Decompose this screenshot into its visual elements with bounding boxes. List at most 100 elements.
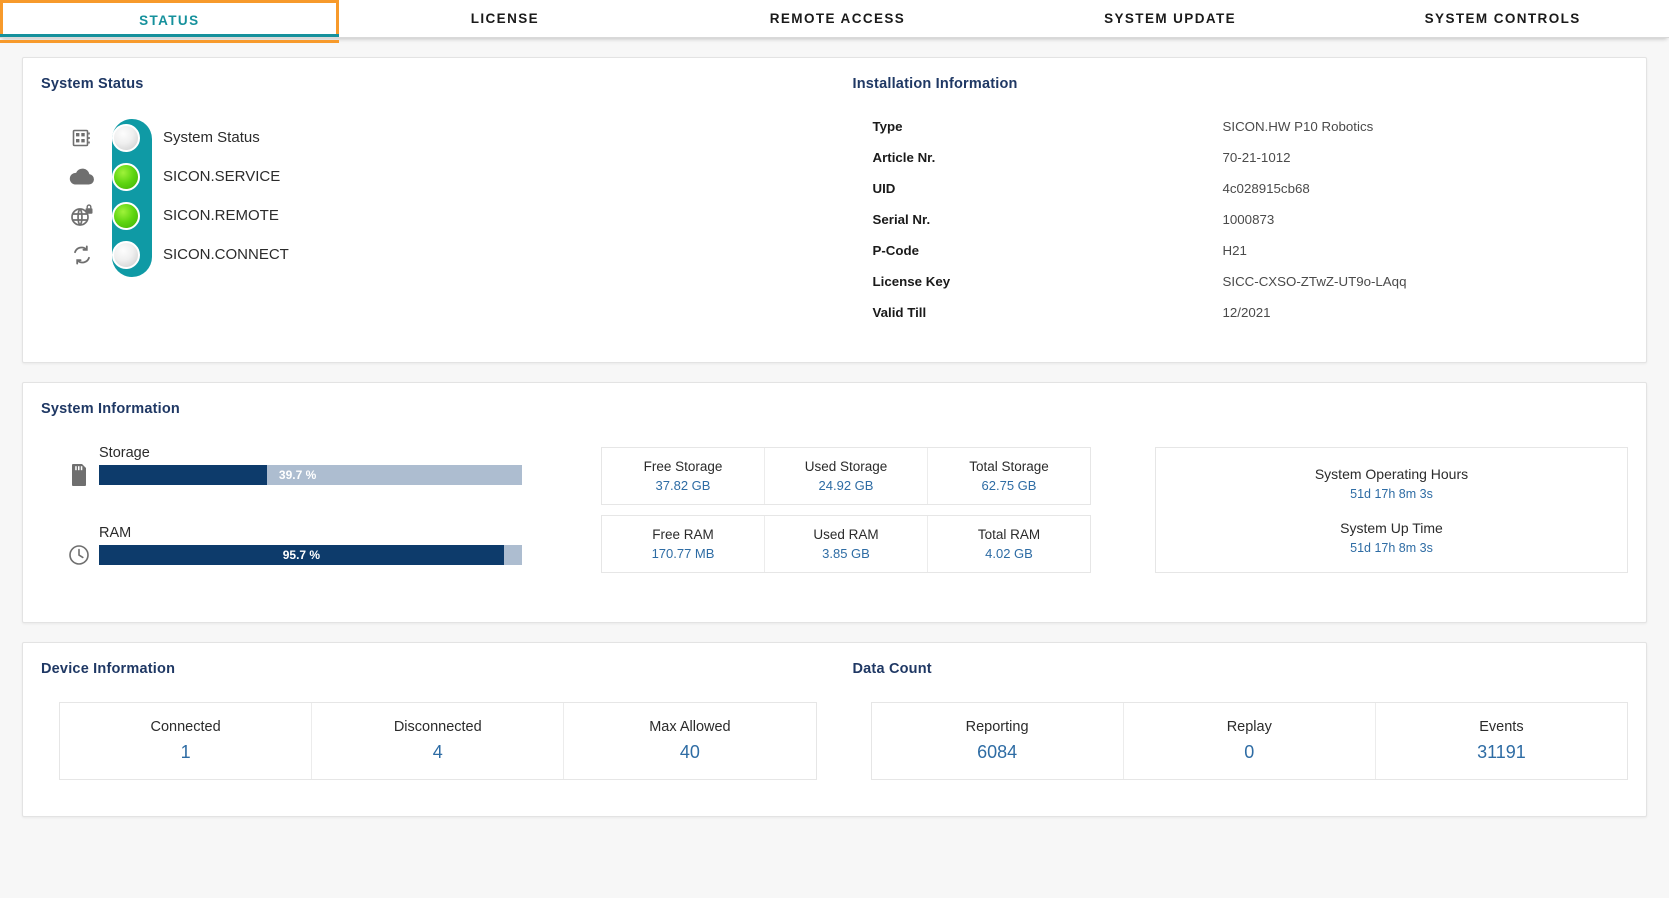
- data-cell-events: Events 31191: [1376, 703, 1627, 779]
- storage-stats-box: Free Storage 37.82 GB Used Storage 24.92…: [601, 447, 1091, 505]
- uptime-up-time-label: System Up Time: [1340, 519, 1443, 536]
- status-row-system-status: System Status: [59, 118, 835, 157]
- device-data-card: Device Information Connected 1 Disconnec…: [22, 642, 1647, 817]
- tab-system-update[interactable]: SYSTEM UPDATE: [1003, 0, 1337, 37]
- install-key-license-key: License Key: [872, 274, 951, 289]
- lamp-sicon-connect: [105, 240, 147, 269]
- data-cell-replay: Replay 0: [1124, 703, 1376, 779]
- data-count-panel: Data Count Reporting 6084 Replay 0 Event…: [835, 661, 1647, 816]
- storage-caption: Storage: [99, 445, 150, 461]
- data-reporting-label: Reporting: [965, 719, 1029, 735]
- install-row-serial-nr: Serial Nr. 1000873: [873, 212, 1647, 243]
- device-cell-max-allowed: Max Allowed 40: [564, 703, 815, 779]
- status-label-sicon-service: SICON.SERVICE: [163, 168, 281, 185]
- status-row-sicon-service: SICON.SERVICE: [59, 157, 835, 196]
- ram-caption: RAM: [99, 525, 132, 541]
- stat-total-ram-label: Total RAM: [977, 527, 1041, 542]
- install-value-serial-nr: 1000873: [1222, 212, 1275, 227]
- installation-information-panel: Installation Information Type SICON.HW P…: [835, 76, 1647, 362]
- device-connected-label: Connected: [150, 719, 221, 735]
- tab-system-controls-label: SYSTEM CONTROLS: [1424, 11, 1581, 26]
- data-replay-label: Replay: [1226, 719, 1272, 735]
- storage-ram-stats-column: Free Storage 37.82 GB Used Storage 24.92…: [601, 445, 1091, 605]
- chip-icon: [59, 121, 105, 155]
- status-label-sicon-connect: SICON.CONNECT: [163, 246, 289, 263]
- stat-free-storage: Free Storage 37.82 GB: [602, 448, 765, 504]
- page-content: System Status: [0, 57, 1669, 817]
- stat-total-storage-label: Total Storage: [969, 459, 1049, 474]
- status-installation-card: System Status: [22, 57, 1647, 363]
- usage-row-storage: Storage 39.7 %: [59, 445, 601, 497]
- install-key-uid: UID: [872, 181, 896, 196]
- install-key-valid-till: Valid Till: [872, 305, 927, 320]
- ram-progress-fill: [99, 545, 504, 565]
- installation-info-list: Type SICON.HW P10 Robotics Article Nr. 7…: [853, 119, 1647, 336]
- tab-active-underline: [0, 40, 339, 43]
- tab-remote-access[interactable]: REMOTE ACCESS: [671, 0, 1004, 37]
- install-value-article-nr: 70-21-1012: [1222, 150, 1291, 165]
- stat-total-ram-value: 4.02 GB: [985, 546, 1033, 561]
- system-status-panel: System Status: [23, 76, 835, 362]
- storage-bar-block: Storage 39.7 %: [99, 445, 601, 485]
- stat-free-storage-label: Free Storage: [643, 459, 723, 474]
- tab-system-update-label: SYSTEM UPDATE: [1104, 11, 1237, 26]
- install-row-p-code: P-Code H21: [873, 243, 1647, 274]
- ram-stats-box: Free RAM 170.77 MB Used RAM 3.85 GB Tota…: [601, 515, 1091, 573]
- device-cell-disconnected: Disconnected 4: [312, 703, 565, 779]
- install-value-valid-till: 12/2021: [1222, 305, 1271, 320]
- install-key-p-code: P-Code: [872, 243, 920, 258]
- uptime-operating-hours: System Operating Hours 51d 17h 8m 3s: [1315, 466, 1468, 501]
- main-tab-bar: STATUS LICENSE REMOTE ACCESS SYSTEM UPDA…: [0, 0, 1669, 43]
- install-row-type: Type SICON.HW P10 Robotics: [873, 119, 1647, 150]
- stat-free-ram-value: 170.77 MB: [651, 546, 715, 561]
- uptime-box: System Operating Hours 51d 17h 8m 3s Sys…: [1155, 447, 1628, 573]
- stat-free-ram: Free RAM 170.77 MB: [602, 516, 765, 572]
- install-value-uid: 4c028915cb68: [1222, 181, 1310, 196]
- tab-system-controls[interactable]: SYSTEM CONTROLS: [1336, 0, 1669, 37]
- uptime-operating-hours-value: 51d 17h 8m 3s: [1350, 486, 1433, 501]
- data-count-title: Data Count: [852, 661, 932, 677]
- install-row-uid: UID 4c028915cb68: [873, 181, 1647, 212]
- device-cell-connected: Connected 1: [60, 703, 313, 779]
- lamp-system-status: [105, 123, 147, 152]
- system-information-body: Storage 39.7 %: [41, 445, 1628, 605]
- tab-remote-access-label: REMOTE ACCESS: [769, 11, 906, 26]
- lamp-sicon-service: [105, 162, 147, 191]
- stat-used-storage-value: 24.92 GB: [818, 478, 874, 493]
- system-information-title: System Information: [41, 401, 180, 417]
- device-information-title: Device Information: [41, 661, 176, 677]
- tab-status-label: STATUS: [139, 12, 200, 28]
- install-key-serial-nr: Serial Nr.: [872, 212, 931, 227]
- tab-license-label: LICENSE: [470, 11, 540, 26]
- uptime-up-time-value: 51d 17h 8m 3s: [1350, 540, 1433, 555]
- stat-used-storage: Used Storage 24.92 GB: [765, 448, 928, 504]
- device-information-box: Connected 1 Disconnected 4 Max Allowed 4…: [59, 702, 817, 780]
- data-events-label: Events: [1479, 719, 1524, 735]
- install-value-p-code: H21: [1222, 243, 1247, 258]
- stat-used-ram-value: 3.85 GB: [822, 546, 870, 561]
- device-information-panel: Device Information Connected 1 Disconnec…: [23, 661, 835, 816]
- status-light-stack: System Status SICON.SERVICE: [41, 118, 835, 278]
- data-cell-reporting: Reporting 6084: [872, 703, 1124, 779]
- clock-icon: [59, 533, 99, 577]
- install-row-license-key: License Key SICC-CXSO-ZTwZ-UT9o-LAqq: [873, 274, 1647, 305]
- data-events-value: 31191: [1477, 742, 1526, 762]
- device-connected-value: 1: [180, 742, 191, 762]
- ram-percent-label: 95.7 %: [282, 548, 321, 562]
- sdcard-icon: [59, 453, 99, 497]
- install-value-license-key: SICC-CXSO-ZTwZ-UT9o-LAqq: [1222, 274, 1407, 289]
- tab-license[interactable]: LICENSE: [338, 0, 672, 37]
- stat-used-ram-label: Used RAM: [813, 527, 879, 542]
- stat-total-storage: Total Storage 62.75 GB: [928, 448, 1090, 504]
- status-row-sicon-remote: SICON.REMOTE: [59, 196, 835, 235]
- ram-bar-block: RAM 95.7 %: [99, 525, 601, 565]
- stat-free-storage-value: 37.82 GB: [655, 478, 711, 493]
- storage-progress-fill: [99, 465, 267, 485]
- status-label-sicon-remote: SICON.REMOTE: [163, 207, 279, 224]
- stat-used-ram: Used RAM 3.85 GB: [765, 516, 928, 572]
- sync-icon: [59, 238, 105, 272]
- device-disconnected-value: 4: [432, 742, 443, 762]
- system-information-card: System Information Storage: [22, 382, 1647, 623]
- device-disconnected-label: Disconnected: [393, 719, 482, 735]
- tab-status[interactable]: STATUS: [0, 0, 339, 43]
